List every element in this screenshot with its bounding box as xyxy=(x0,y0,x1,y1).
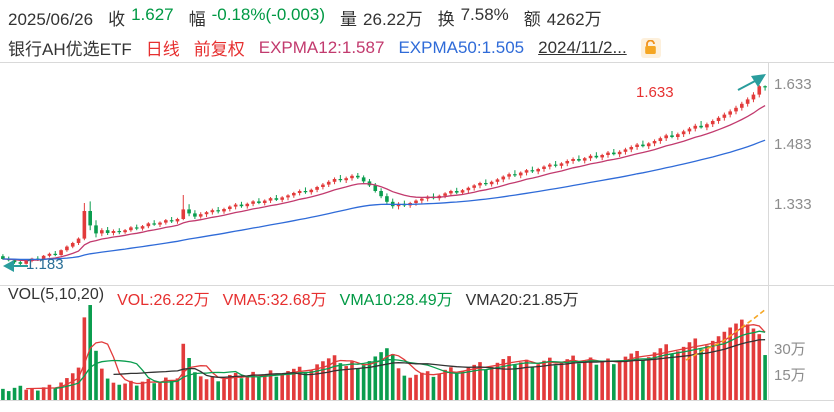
high-price-marker: 1.633 xyxy=(636,84,674,101)
amount-pair: 额 4262万 xyxy=(524,5,602,30)
chart-info-bar: 银行AH优选ETF 日线 前复权 EXPMA12:1.587 EXPMA50:1… xyxy=(8,35,661,60)
close-label: 收 xyxy=(108,10,126,29)
vol-title: VOL(5,10,20) xyxy=(8,286,105,303)
axis-separator xyxy=(768,62,769,400)
volume-pair: 量 26.22万 xyxy=(340,5,423,30)
range-start-date[interactable]: 2024/11/2... xyxy=(538,37,627,57)
security-name: 银行AH优选ETF xyxy=(8,40,132,59)
volume-indicator-bar: VOL(5,10,20) VOL:26.22万 VMA5:32.68万 VMA1… xyxy=(8,286,579,310)
vol-value: VOL:26.22万 xyxy=(117,292,210,309)
expma12-value: EXPMA12:1.587 xyxy=(258,37,385,57)
divider-bottom xyxy=(0,400,834,401)
price-axis-tick-1: 1.633 xyxy=(774,76,812,93)
volume-axis-tick-1: 30万 xyxy=(774,341,806,358)
change-label: 幅 xyxy=(188,10,206,29)
vma5-value: VMA5:32.68万 xyxy=(222,292,327,309)
change-value: -0.18%(-0.003) xyxy=(211,5,326,24)
amount-value: 4262万 xyxy=(546,10,602,29)
price-chart-svg[interactable] xyxy=(0,62,834,285)
quote-summary-bar: 2025/06/26 收 1.627 幅 -0.18%(-0.003) 量 26… xyxy=(8,5,602,30)
close-value: 1.627 xyxy=(131,5,174,24)
volume-axis-tick-2: 15万 xyxy=(774,367,806,384)
vma10-value: VMA10:28.49万 xyxy=(339,292,453,309)
turnover-label: 换 xyxy=(437,10,455,29)
turnover-pair: 换 7.58% xyxy=(438,5,509,30)
low-price-marker: 1.183 xyxy=(26,256,64,273)
divider-top xyxy=(0,62,834,63)
volume-chart-svg[interactable] xyxy=(0,300,834,400)
price-axis-tick-2: 1.483 xyxy=(774,136,812,153)
divider-middle xyxy=(0,285,834,286)
vma20-value: VMA20:21.85万 xyxy=(465,292,579,309)
volume-label: 量 xyxy=(340,10,358,29)
price-axis-tick-3: 1.333 xyxy=(774,196,812,213)
amount-label: 额 xyxy=(523,10,541,29)
period-label[interactable]: 日线 xyxy=(145,40,180,59)
trade-date: 2025/06/26 xyxy=(8,10,94,29)
adjust-mode-label[interactable]: 前复权 xyxy=(193,40,245,59)
change-pair: 幅 -0.18%(-0.003) xyxy=(189,5,325,30)
expma50-value: EXPMA50:1.505 xyxy=(398,37,525,57)
volume-value: 26.22万 xyxy=(363,10,423,29)
lock-icon[interactable] xyxy=(640,37,661,58)
turnover-value: 7.58% xyxy=(460,5,509,24)
close-pair: 收 1.627 xyxy=(108,5,174,30)
